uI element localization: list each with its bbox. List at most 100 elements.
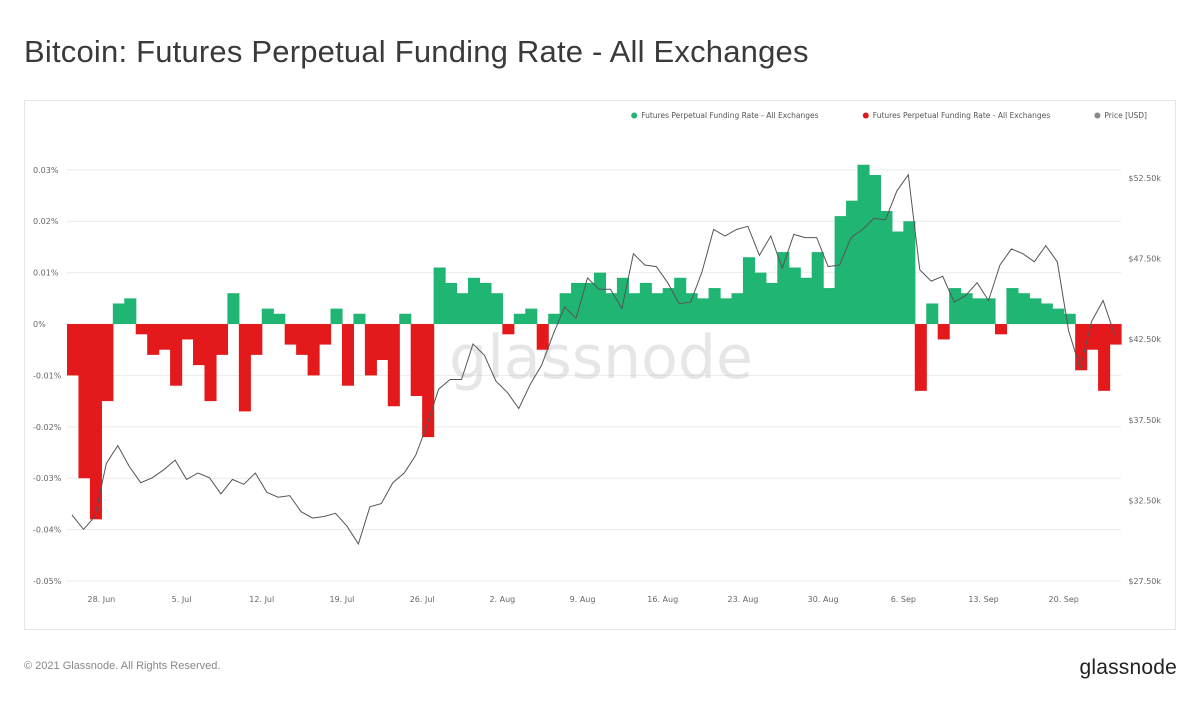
legend-label: Futures Perpetual Funding Rate - All Exc…	[873, 111, 1050, 120]
x-tick-label: 23. Aug	[727, 595, 758, 604]
funding-rate-positive-bar	[834, 216, 847, 325]
funding-rate-positive-bar	[1052, 308, 1065, 325]
funding-rate-negative-bar	[319, 324, 332, 345]
x-tick-label: 9. Aug	[570, 595, 596, 604]
funding-rate-positive-bar	[112, 303, 125, 325]
page-title: Bitcoin: Futures Perpetual Funding Rate …	[24, 34, 809, 69]
funding-rate-positive-bar	[124, 298, 137, 325]
funding-rate-negative-bar	[67, 324, 80, 376]
y-left-tick-label: 0.03%	[33, 166, 59, 175]
funding-rate-positive-bar	[926, 303, 939, 325]
legend-dot	[1094, 112, 1101, 119]
funding-rate-positive-bar	[731, 293, 744, 325]
y-right-tick-label: $27.50k	[1128, 577, 1161, 586]
funding-rate-negative-bar	[181, 324, 194, 340]
chart-container: glassnode 0.03% 0.02% 0.01% 0% -0.01% -0.02% -…	[24, 100, 1176, 630]
y-left-tick-label: 0.01%	[33, 269, 59, 278]
legend-label: Futures Perpetual Funding Rate - All Exc…	[641, 111, 818, 120]
y-right-tick-label: $47.50k	[1128, 255, 1161, 264]
funding-rate-positive-bar	[697, 298, 710, 325]
funding-rate-negative-bar	[914, 324, 927, 391]
funding-rate-positive-bar	[765, 282, 778, 325]
y-left-tick-label: -0.02%	[33, 423, 62, 432]
funding-rate-positive-bar	[399, 313, 412, 325]
funding-rate-positive-bar	[800, 277, 813, 325]
funding-rate-positive-bar	[605, 293, 618, 325]
funding-rate-negative-bar	[89, 324, 102, 520]
funding-rate-negative-bar	[1075, 324, 1088, 371]
funding-rate-negative-bar	[170, 324, 183, 386]
funding-rate-positive-bar	[811, 252, 824, 325]
funding-rate-negative-bar	[101, 324, 114, 402]
funding-rate-positive-bar	[891, 231, 904, 325]
x-tick-label: 26. Jul	[410, 595, 435, 604]
funding-rate-negative-bar	[1098, 324, 1111, 391]
funding-rate-negative-bar	[284, 324, 297, 345]
funding-rate-positive-bar	[674, 277, 687, 325]
y-left-tick-label: -0.01%	[33, 371, 62, 380]
funding-rate-positive-bar	[708, 288, 721, 325]
y-left-tick-label: -0.04%	[33, 526, 62, 535]
y-right-tick-label: $42.50k	[1128, 335, 1161, 344]
funding-rate-positive-bar	[960, 293, 973, 325]
funding-rate-positive-bar	[330, 308, 343, 325]
legend-label: Price [USD]	[1104, 111, 1147, 120]
funding-rate-negative-bar	[341, 324, 355, 386]
funding-rate-positive-bar	[1017, 293, 1030, 325]
legend-dot	[862, 112, 869, 119]
funding-rate-negative-bar	[502, 324, 515, 335]
legend: Price [USD] Futures Perpetual Funding Rat…	[631, 111, 1147, 120]
funding-rate-negative-bar	[204, 324, 217, 402]
y-left-tick-label: -0.03%	[33, 474, 62, 483]
funding-rate-negative-bar	[193, 324, 206, 366]
funding-rate-positive-bar	[445, 282, 458, 325]
funding-rate-positive-bar	[720, 298, 733, 325]
funding-rate-positive-bar	[846, 200, 859, 325]
x-tick-label: 5. Jul	[172, 595, 192, 604]
funding-rate-negative-bar	[78, 324, 91, 479]
funding-rate-positive-bar	[433, 267, 446, 325]
funding-rate-positive-bar	[777, 252, 790, 325]
funding-rate-positive-bar	[525, 308, 538, 325]
watermark: glassnode	[449, 323, 753, 393]
funding-rate-positive-bar	[490, 293, 503, 325]
funding-rate-positive-bar	[651, 293, 664, 325]
funding-rate-negative-bar	[364, 324, 377, 376]
funding-rate-positive-bar	[548, 313, 561, 325]
funding-rate-positive-bar	[662, 288, 675, 325]
funding-rate-positive-bar	[594, 272, 607, 325]
funding-rate-positive-bar	[571, 282, 584, 325]
y-left-tick-label: -0.05%	[33, 577, 62, 586]
funding-rate-negative-bar	[1086, 324, 1099, 350]
funding-rate-positive-bar	[685, 293, 698, 325]
funding-rate-negative-bar	[387, 324, 400, 407]
funding-rate-positive-bar	[868, 174, 882, 325]
legend-dot	[631, 112, 638, 119]
x-tick-label: 16. Aug	[647, 595, 678, 604]
funding-rate-negative-bar	[994, 324, 1008, 335]
y-right-tick-label: $52.50k	[1128, 174, 1161, 183]
y-right-tick-label: $32.50k	[1128, 496, 1161, 505]
funding-rate-positive-bar	[983, 298, 996, 325]
glassnode-logo: glassnode	[1079, 656, 1177, 679]
funding-rate-positive-bar	[788, 267, 801, 325]
x-tick-label: 13. Sep	[968, 595, 998, 604]
funding-rate-negative-bar	[135, 324, 148, 335]
funding-rate-negative-bar	[250, 324, 263, 355]
x-tick-label: 30. Aug	[808, 595, 839, 604]
x-tick-label: 12. Jul	[249, 595, 274, 604]
y-axis-left: 0.03% 0.02% 0.01% 0% -0.01% -0.02% -0.03% -0.04…	[33, 166, 62, 586]
funding-rate-negative-bar	[147, 324, 160, 355]
funding-rate-positive-bar	[582, 282, 595, 325]
x-axis: 28. Jun 5. Jul 12. Jul 19. Jul 26. Jul 2. Aug…	[87, 595, 1078, 604]
x-tick-label: 19. Jul	[329, 595, 354, 604]
price-line	[71, 173, 1115, 546]
funding-rate-positive-bar	[949, 288, 962, 325]
funding-rate-positive-bar	[1040, 303, 1053, 325]
funding-rate-negative-bar	[296, 324, 309, 355]
funding-rate-positive-bar	[903, 221, 916, 325]
funding-rate-negative-bar	[937, 324, 950, 340]
funding-rate-negative-bar	[422, 324, 435, 438]
funding-rate-negative-bar	[376, 324, 389, 361]
funding-rate-negative-bar	[410, 324, 423, 396]
